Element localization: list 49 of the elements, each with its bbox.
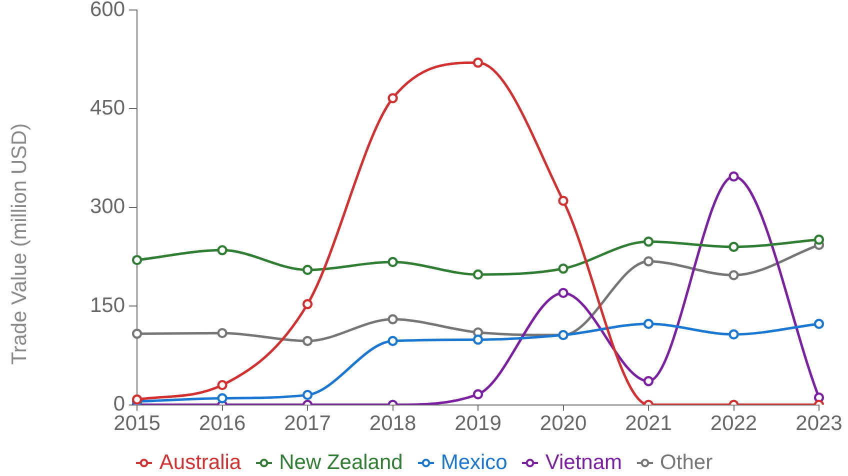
point [728,270,739,280]
point [302,299,313,310]
x-tick-label: 2023 [796,412,842,436]
point [643,236,654,247]
point [217,380,228,390]
point [132,328,142,339]
point [217,328,228,338]
point [814,234,824,245]
point [302,390,313,400]
x-tick-label: 2016 [198,412,246,436]
point [132,254,142,266]
legend-label: Other [660,450,713,475]
point [388,314,398,324]
point [388,336,398,346]
point [472,269,484,280]
y-axis-title: Trade Value (million USD) [8,123,32,365]
x-tick-label: 2019 [454,412,502,436]
point [728,171,739,182]
point [472,58,484,68]
x-tick-label: 2018 [369,412,416,436]
legend-label: Vietnam [545,450,622,475]
point [472,389,484,400]
point [814,318,824,329]
legend-label: New Zealand [279,450,403,475]
point [558,288,568,298]
legend-label: Australia [159,450,242,475]
point [643,318,654,329]
point [558,263,568,274]
y-tick-label: 450 [90,96,126,120]
y-tick-label: 300 [90,195,126,218]
x-tick-label: 2021 [625,412,672,436]
point [217,393,228,404]
point [728,242,739,252]
point [388,256,398,268]
point [302,336,313,346]
point [302,264,313,276]
y-tick-label: 600 [90,0,126,21]
point [643,376,654,386]
point [472,334,484,345]
x-tick-label: 2022 [710,412,758,436]
legend-label: Mexico [440,450,508,475]
point [643,256,654,266]
y-tick-label: 150 [90,294,126,317]
x-tick-label: 2020 [540,412,587,436]
point [217,245,228,256]
point [388,93,398,104]
x-tick-label: 2017 [284,412,331,436]
point [558,196,568,206]
point [728,329,739,340]
